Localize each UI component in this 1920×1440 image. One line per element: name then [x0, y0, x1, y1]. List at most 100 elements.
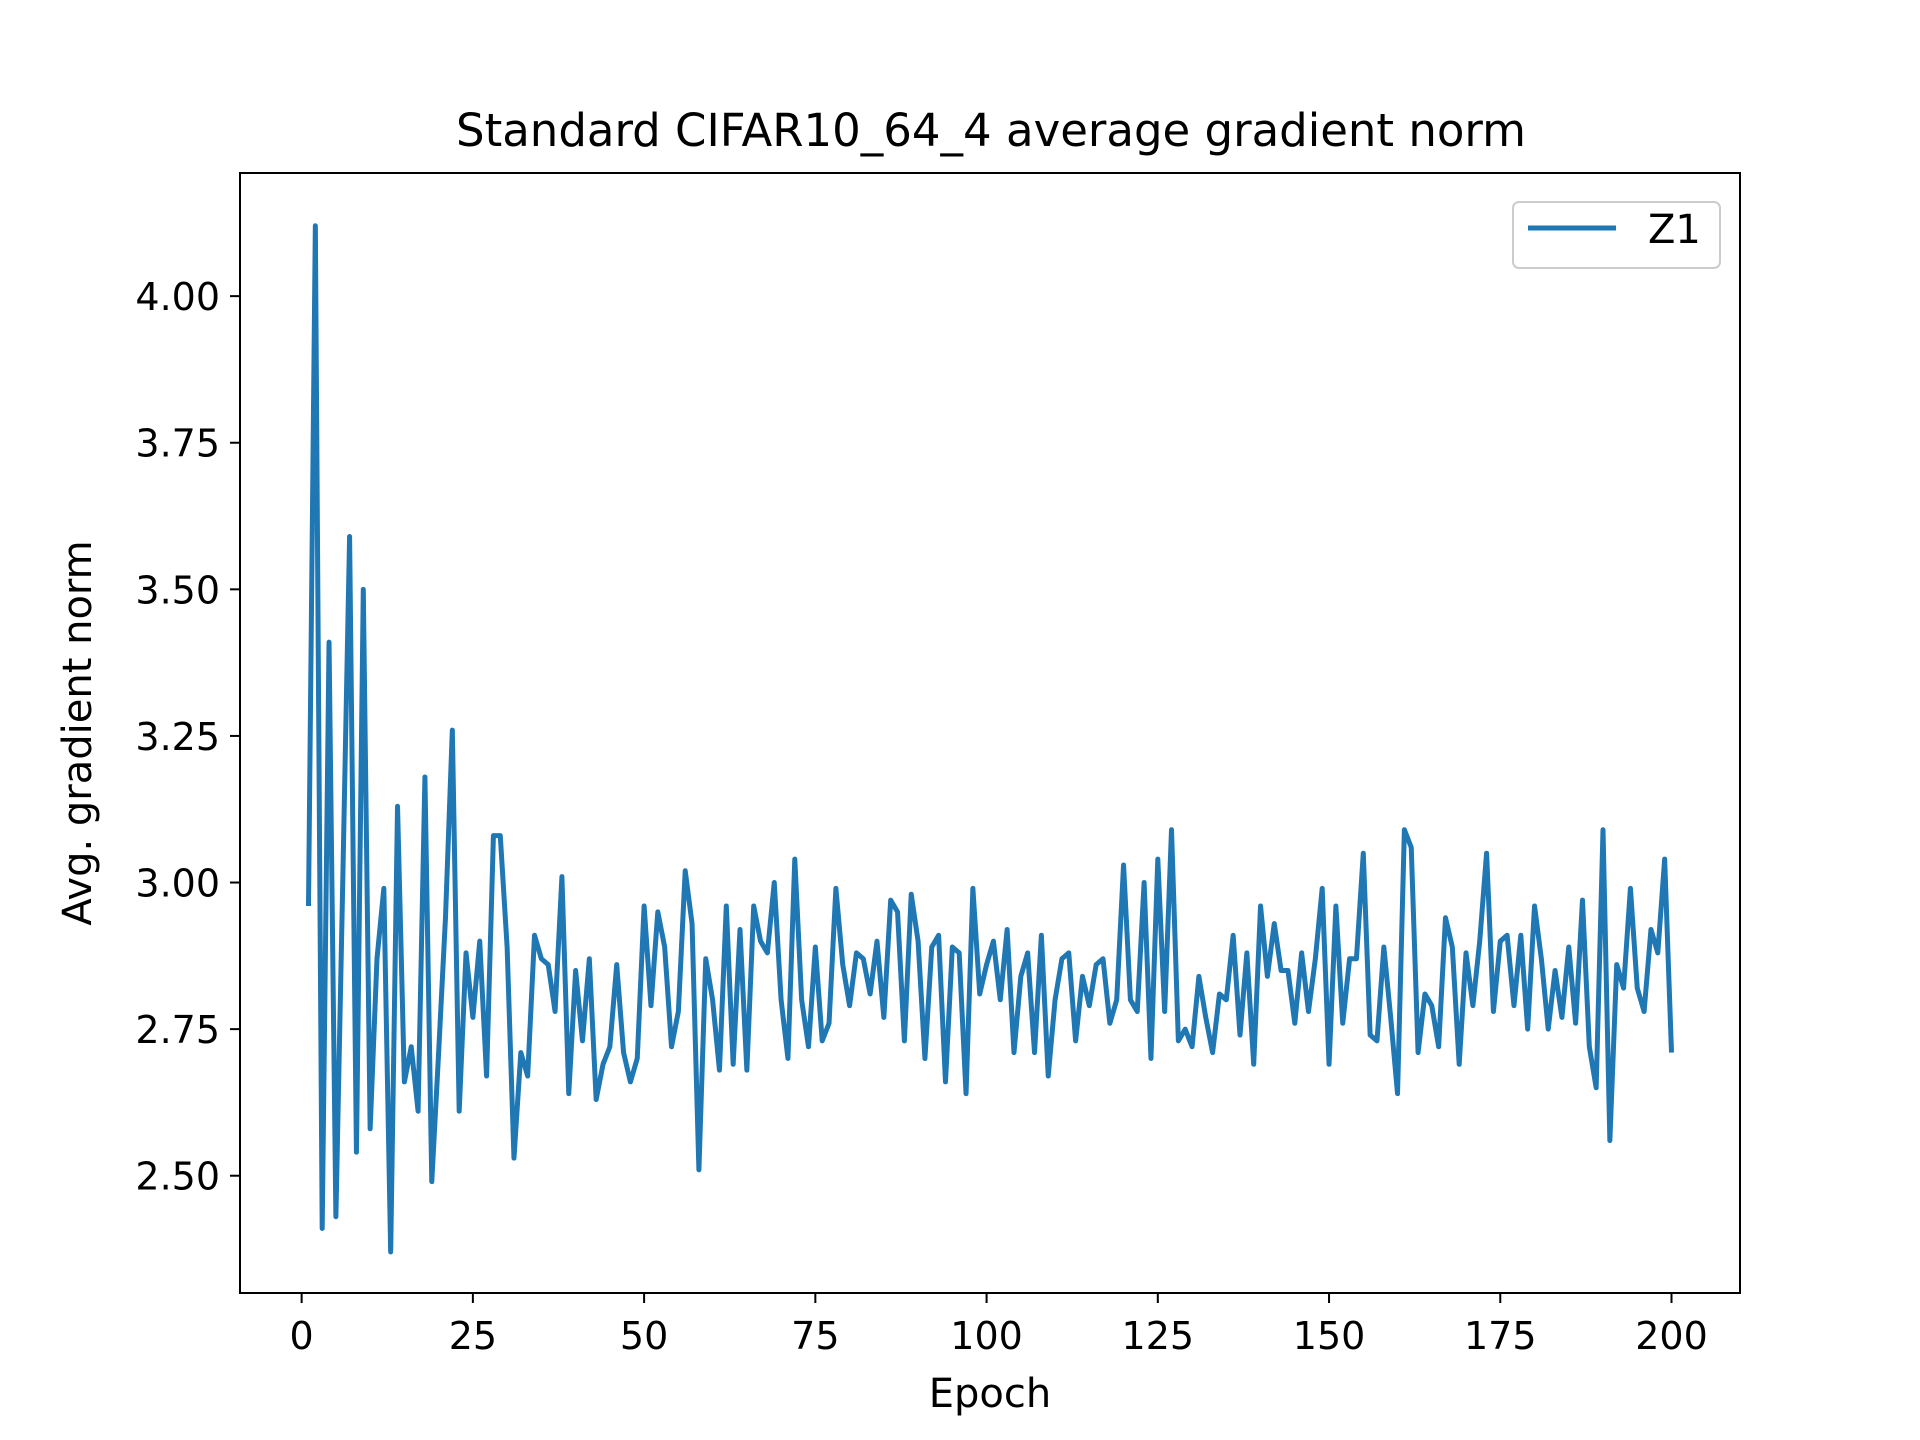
data-point [909, 892, 914, 897]
data-point [347, 534, 352, 539]
data-point [1559, 1015, 1564, 1020]
data-point [1285, 968, 1290, 973]
data-point [436, 1050, 441, 1055]
data-point [676, 1009, 681, 1014]
data-point [1094, 962, 1099, 967]
data-point [1107, 1021, 1112, 1026]
data-point [1635, 986, 1640, 991]
data-point [505, 945, 510, 950]
data-point [1648, 927, 1653, 932]
data-point [642, 903, 647, 908]
data-point [936, 933, 941, 938]
data-point [1505, 933, 1510, 938]
data-point [313, 223, 318, 228]
data-point [1498, 939, 1503, 944]
data-point [553, 1009, 558, 1014]
data-point [792, 857, 797, 862]
data-point [614, 962, 619, 967]
data-point [1491, 1009, 1496, 1014]
data-point [1169, 827, 1174, 832]
data-point [964, 1091, 969, 1096]
data-point [1258, 903, 1263, 908]
data-point [1190, 1044, 1195, 1049]
data-point [1265, 974, 1270, 979]
data-point [902, 1038, 907, 1043]
data-point [1381, 945, 1386, 950]
data-point [1320, 886, 1325, 891]
data-point [354, 1150, 359, 1155]
data-point [1443, 915, 1448, 920]
data-point [820, 1038, 825, 1043]
data-point [1409, 845, 1414, 850]
x-tick-label: 100 [950, 1314, 1023, 1358]
data-point [957, 950, 962, 955]
data-point [450, 728, 455, 733]
data-point [1546, 1027, 1551, 1032]
data-point [498, 833, 503, 838]
data-point [861, 956, 866, 961]
data-point [1114, 997, 1119, 1002]
y-tick-label: 2.75 [135, 1008, 220, 1052]
data-point [1196, 974, 1201, 979]
data-point [484, 1074, 489, 1079]
data-point [1313, 956, 1318, 961]
y-tick-label: 3.00 [135, 862, 220, 906]
data-point [669, 1044, 674, 1049]
data-point [566, 1091, 571, 1096]
x-tick-label: 125 [1122, 1314, 1195, 1358]
data-point [628, 1079, 633, 1084]
data-point [1053, 997, 1058, 1002]
legend-frame [1512, 201, 1721, 269]
data-point [1553, 968, 1558, 973]
data-point [738, 927, 743, 932]
data-point [1087, 1003, 1092, 1008]
data-point [635, 1056, 640, 1061]
data-point [1347, 956, 1352, 961]
data-point [1429, 1003, 1434, 1008]
data-point [881, 1015, 886, 1020]
data-point [744, 1068, 749, 1073]
data-point [491, 833, 496, 838]
x-tick-label: 50 [620, 1314, 668, 1358]
data-point [1059, 956, 1064, 961]
data-point [1155, 857, 1160, 862]
data-point [1327, 1062, 1332, 1067]
data-point [991, 939, 996, 944]
data-point [1142, 880, 1147, 885]
y-tick-label: 3.75 [135, 422, 220, 466]
data-point [1101, 956, 1106, 961]
data-point [1292, 1021, 1297, 1026]
data-point [361, 587, 366, 592]
data-point [320, 1226, 325, 1231]
data-point [1477, 939, 1482, 944]
data-point [1333, 903, 1338, 908]
data-point [758, 939, 763, 944]
data-point [1642, 1009, 1647, 1014]
data-point [1511, 1003, 1516, 1008]
data-point [1388, 1015, 1393, 1020]
x-axis-label: Epoch [929, 1371, 1051, 1417]
legend: Z1 [1512, 201, 1721, 269]
data-point [1018, 974, 1023, 979]
data-point [594, 1097, 599, 1102]
data-point [950, 945, 955, 950]
data-point [690, 921, 695, 926]
data-point [1279, 968, 1284, 973]
data-point [1210, 1050, 1215, 1055]
y-axis-label: Avg. gradient norm [55, 540, 101, 925]
data-point [929, 945, 934, 950]
x-tick-label: 175 [1464, 1314, 1537, 1358]
data-point [1450, 945, 1455, 950]
data-point [840, 962, 845, 967]
data-point [1244, 950, 1249, 955]
data-point [1080, 974, 1085, 979]
data-point [1121, 862, 1126, 867]
data-point [868, 991, 873, 996]
data-point [532, 933, 537, 938]
data-point [402, 1079, 407, 1084]
data-point [1203, 1015, 1208, 1020]
data-point [607, 1044, 612, 1049]
data-point [457, 1109, 462, 1114]
data-point [1135, 1009, 1140, 1014]
